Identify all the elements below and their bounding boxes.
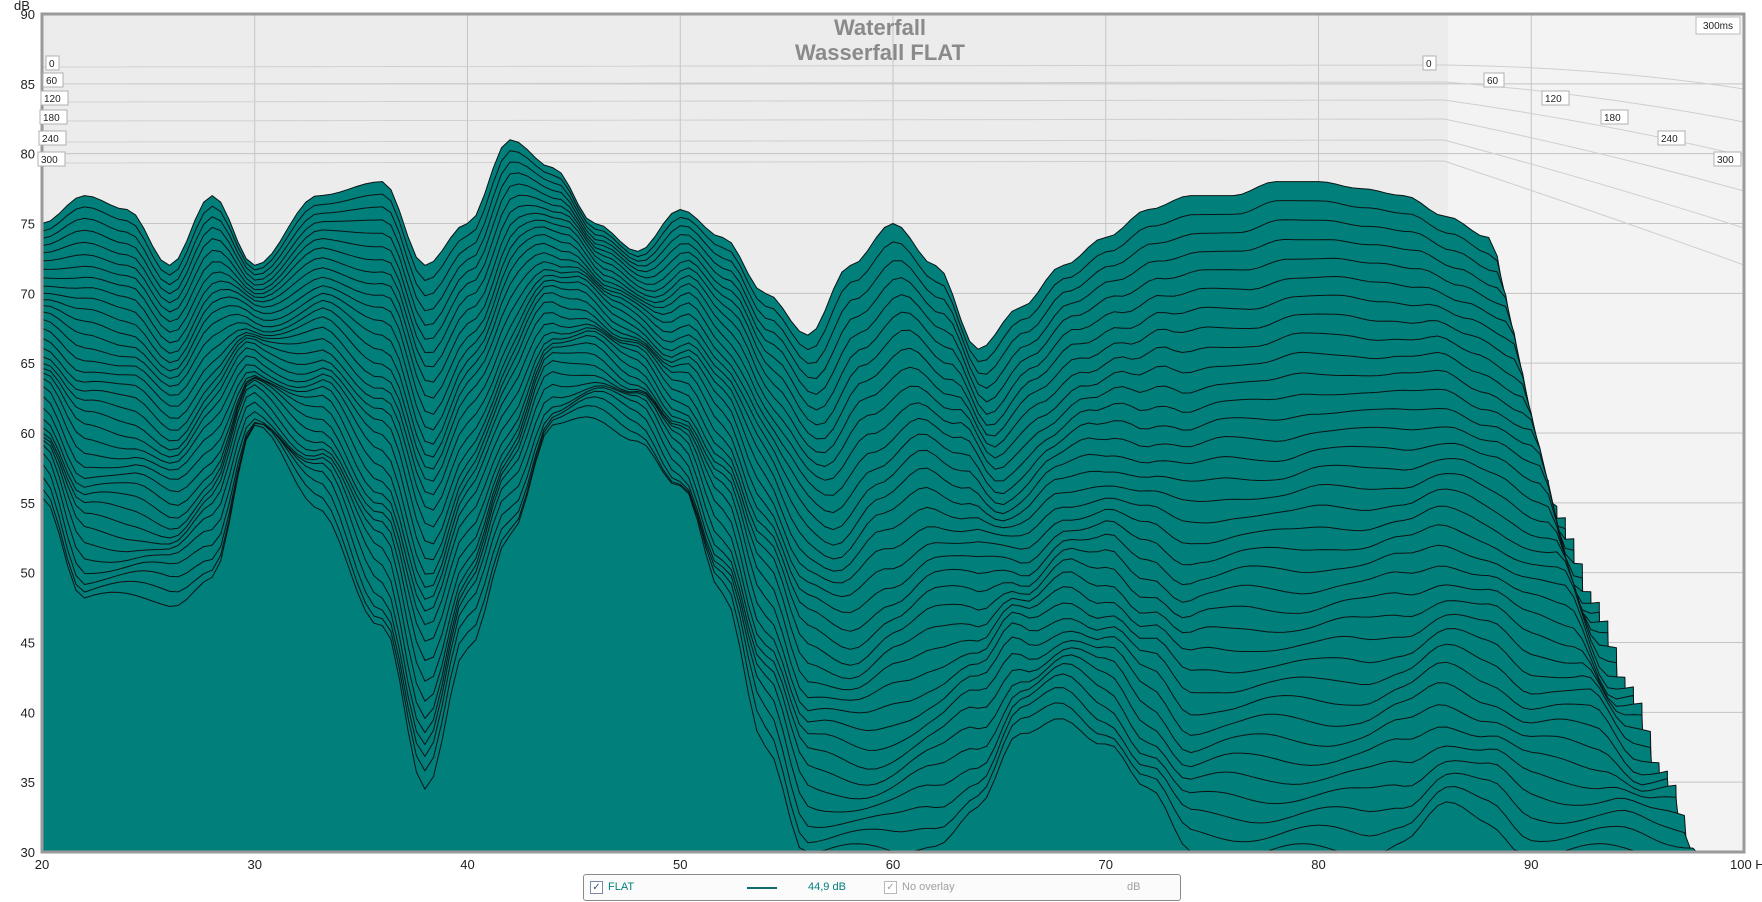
time-range-badge: 300ms <box>1695 16 1741 35</box>
waterfall-slice-300ms <box>41 416 1702 853</box>
x-tick-label: 20 <box>35 857 49 872</box>
plot-frame <box>40 12 1746 854</box>
time-tick-label: 60 <box>1487 76 1499 87</box>
y-tick-label: 60 <box>21 426 35 441</box>
x-tick-label: 100 Hz <box>1730 857 1762 872</box>
legend-bar: ✓ FLAT 44,9 dB ✓ No overlay dB <box>583 874 1181 901</box>
time-guide-line <box>41 64 1745 90</box>
time-tick-label: 120 <box>44 94 61 105</box>
y-tick-label: 50 <box>21 566 35 581</box>
time-tick-label: 300 <box>41 155 58 166</box>
series-visibility-checkbox[interactable]: ✓ <box>590 881 603 894</box>
y-tick-label: 30 <box>21 845 35 860</box>
time-tick-box <box>40 90 69 106</box>
time-tick-box <box>37 151 66 167</box>
x-tick-label: 50 <box>673 857 687 872</box>
time-tick-label: 0 <box>49 59 55 70</box>
time-tick-box <box>1422 55 1437 71</box>
x-tick-label: 90 <box>1524 857 1538 872</box>
chart-subtitle: Wasserfall FLAT <box>795 40 965 65</box>
y-tick-label: 40 <box>21 705 35 720</box>
time-tick-label: 180 <box>1604 113 1621 124</box>
time-tick-box <box>42 72 64 88</box>
y-tick-label: 55 <box>21 496 35 511</box>
x-tick-labels: 20 30 40 50 60 70 80 90 100 Hz <box>35 857 1762 872</box>
cursor-value: 44,9 dB <box>808 881 846 893</box>
y-tick-label: 75 <box>21 217 35 232</box>
overlay-checkbox[interactable]: ✓ <box>884 881 897 894</box>
time-tick-label: 60 <box>46 76 58 87</box>
y-tick-label: 70 <box>21 286 35 301</box>
y-tick-label: 65 <box>21 356 35 371</box>
y-tick-label: 85 <box>21 77 35 92</box>
time-tick-label: 240 <box>1661 134 1678 145</box>
series-color-swatch <box>747 887 777 889</box>
x-tick-label: 30 <box>248 857 262 872</box>
y-tick-label: 45 <box>21 636 35 651</box>
time-tick-label: 120 <box>1545 94 1562 105</box>
time-tick-box <box>38 130 67 146</box>
waterfall-slices <box>41 139 1702 853</box>
time-tick-label: 240 <box>42 134 59 145</box>
y-tick-label: 35 <box>21 775 35 790</box>
y-tick-label: 80 <box>21 147 35 162</box>
series-label: FLAT <box>608 881 635 893</box>
time-tick-box <box>1713 151 1742 167</box>
time-tick-box <box>1483 72 1505 88</box>
chart-title: Waterfall <box>834 15 926 40</box>
time-guide-line <box>41 81 1745 123</box>
y-tick-label: 90 <box>21 7 35 22</box>
time-tick-box <box>1600 109 1629 125</box>
time-tick-box <box>39 109 68 125</box>
overlay-label: No overlay <box>902 881 955 893</box>
svg-text:300ms: 300ms <box>1703 21 1733 32</box>
x-tick-label: 80 <box>1311 857 1325 872</box>
time-guide-line <box>41 139 1745 229</box>
time-axis-labels: 0 0 60 60 120 120 180 180 240 240 300 300 <box>37 55 1742 167</box>
time-guide-line <box>41 160 1745 266</box>
time-guide-line <box>41 99 1745 157</box>
overlay-unit: dB <box>1127 881 1141 893</box>
time-tick-label: 300 <box>1717 155 1734 166</box>
x-tick-label: 70 <box>1099 857 1113 872</box>
x-tick-label: 40 <box>460 857 474 872</box>
y-axis-unit-label: dB <box>14 0 30 13</box>
time-tick-label: 180 <box>43 113 60 124</box>
time-tick-box <box>1541 90 1570 106</box>
time-tick-label: 0 <box>1426 59 1432 70</box>
time-tick-box <box>45 55 60 71</box>
x-tick-label: 60 <box>886 857 900 872</box>
time-tick-box <box>1657 130 1686 146</box>
time-guide-line <box>41 118 1745 192</box>
y-tick-labels: 30 35 40 45 50 55 60 65 70 75 80 85 90 <box>21 7 35 860</box>
